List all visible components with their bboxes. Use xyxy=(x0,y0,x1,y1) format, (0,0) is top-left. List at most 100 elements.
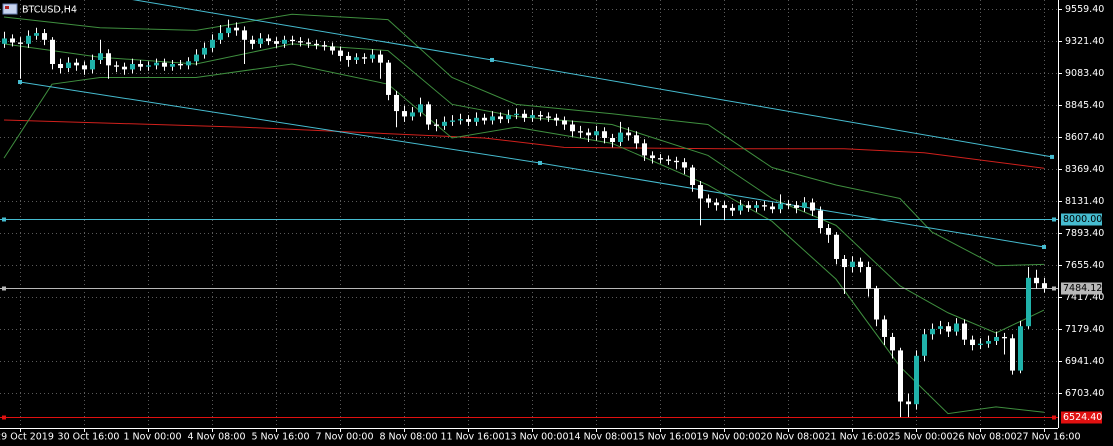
candle-body xyxy=(522,113,527,118)
candle-body xyxy=(402,111,407,117)
candle-body xyxy=(42,33,47,40)
candle-body xyxy=(330,46,335,51)
candle-body xyxy=(978,343,983,346)
candle-body xyxy=(186,61,191,66)
candle-body xyxy=(274,41,279,44)
candle-body xyxy=(1010,338,1015,371)
candle-body xyxy=(722,205,727,208)
candle-body xyxy=(338,50,343,56)
candle-body xyxy=(466,119,471,122)
x-tick-label: 11 Nov 16:00 xyxy=(440,432,504,443)
candle-body xyxy=(602,131,607,138)
candle-body xyxy=(882,319,887,337)
candle-body xyxy=(770,206,775,210)
candle-body xyxy=(842,258,847,268)
candle-body xyxy=(58,64,63,69)
candle-body xyxy=(610,137,615,142)
candle-body xyxy=(634,135,639,144)
candle-body xyxy=(650,155,655,159)
candle-body xyxy=(674,160,679,163)
candle-body xyxy=(34,33,39,36)
candle-body xyxy=(210,39,215,48)
x-tick-label: 26 Nov 08:00 xyxy=(952,432,1016,443)
price-line-anchor xyxy=(2,286,6,291)
price-label: 8000.00 xyxy=(1063,214,1102,225)
y-tick-label: 9559.40 xyxy=(1065,4,1104,15)
price-label: 6524.40 xyxy=(1063,412,1102,423)
candle-body xyxy=(266,38,271,42)
candle-body xyxy=(546,116,551,118)
y-tick-label: 6941.40 xyxy=(1065,356,1104,367)
candle-body xyxy=(434,124,439,126)
candle-body xyxy=(514,113,519,116)
candle-body xyxy=(658,158,663,160)
candle-body xyxy=(1042,283,1047,289)
candle-body xyxy=(906,401,911,405)
candle-body xyxy=(922,334,927,356)
candle-body xyxy=(626,132,631,136)
candle-body xyxy=(794,205,799,208)
x-tick-label: 29 Oct 2019 xyxy=(0,432,54,443)
y-tick-label: 7417.40 xyxy=(1065,292,1104,303)
candle-body xyxy=(874,288,879,320)
candle-body xyxy=(1002,336,1007,339)
candle-body xyxy=(746,205,751,208)
price-line-anchor xyxy=(1052,286,1056,291)
price-label-box xyxy=(1061,411,1102,424)
candle-body xyxy=(290,39,295,42)
candle-body xyxy=(474,117,479,122)
candle-body xyxy=(1026,277,1031,327)
trend-line-anchor xyxy=(18,80,22,85)
trend-line-anchor xyxy=(1050,154,1054,159)
trend-line-anchor xyxy=(490,57,494,62)
candle-body xyxy=(130,64,135,70)
candle-body xyxy=(778,203,783,210)
candle-body xyxy=(194,54,199,62)
candle-body xyxy=(962,323,967,340)
symbol-header: BTCUSD,H4 xyxy=(2,3,77,16)
trend-line-anchor xyxy=(1042,245,1046,250)
price-line-anchor xyxy=(1052,415,1056,420)
candle-body xyxy=(642,143,647,156)
candle-body xyxy=(138,64,143,67)
indicator-line xyxy=(3,63,1045,415)
candle-body xyxy=(890,336,895,351)
candle-body xyxy=(970,339,975,346)
x-tick-label: 1 Nov 00:00 xyxy=(123,432,181,443)
candle-body xyxy=(698,185,703,199)
candle-body xyxy=(114,65,119,67)
candle-body xyxy=(802,202,807,208)
chart-title: BTCUSD,H4 xyxy=(22,5,77,16)
candle-body xyxy=(538,115,543,117)
candle-body xyxy=(754,205,759,208)
candle-body xyxy=(306,42,311,44)
candle-body xyxy=(458,119,463,121)
candle-body xyxy=(994,336,999,342)
y-tick-label: 7893.40 xyxy=(1065,228,1104,239)
candle-body xyxy=(370,54,375,59)
candle-body xyxy=(386,62,391,95)
candle-body xyxy=(410,112,415,117)
candle-body xyxy=(298,41,303,43)
candle-body xyxy=(378,54,383,63)
candle-body xyxy=(178,64,183,66)
x-tick-label: 4 Nov 08:00 xyxy=(187,432,245,443)
candle-body xyxy=(914,355,919,405)
candle-body xyxy=(954,323,959,332)
symbol-icon xyxy=(2,3,18,15)
candle-body xyxy=(666,159,671,161)
candle-body xyxy=(618,132,623,142)
candles xyxy=(2,19,1047,418)
price-line-anchor xyxy=(2,217,6,222)
y-tick-label: 9083.40 xyxy=(1065,68,1104,79)
x-tick-label: 25 Nov 00:00 xyxy=(888,432,952,443)
candle-body xyxy=(786,203,791,206)
candle-body xyxy=(314,43,319,46)
price-line-anchor xyxy=(1052,217,1056,222)
symbol-icon-part xyxy=(5,6,9,9)
candle-body xyxy=(866,267,871,289)
candle-body xyxy=(930,328,935,335)
candle-body xyxy=(730,207,735,211)
candle-body xyxy=(986,341,991,344)
